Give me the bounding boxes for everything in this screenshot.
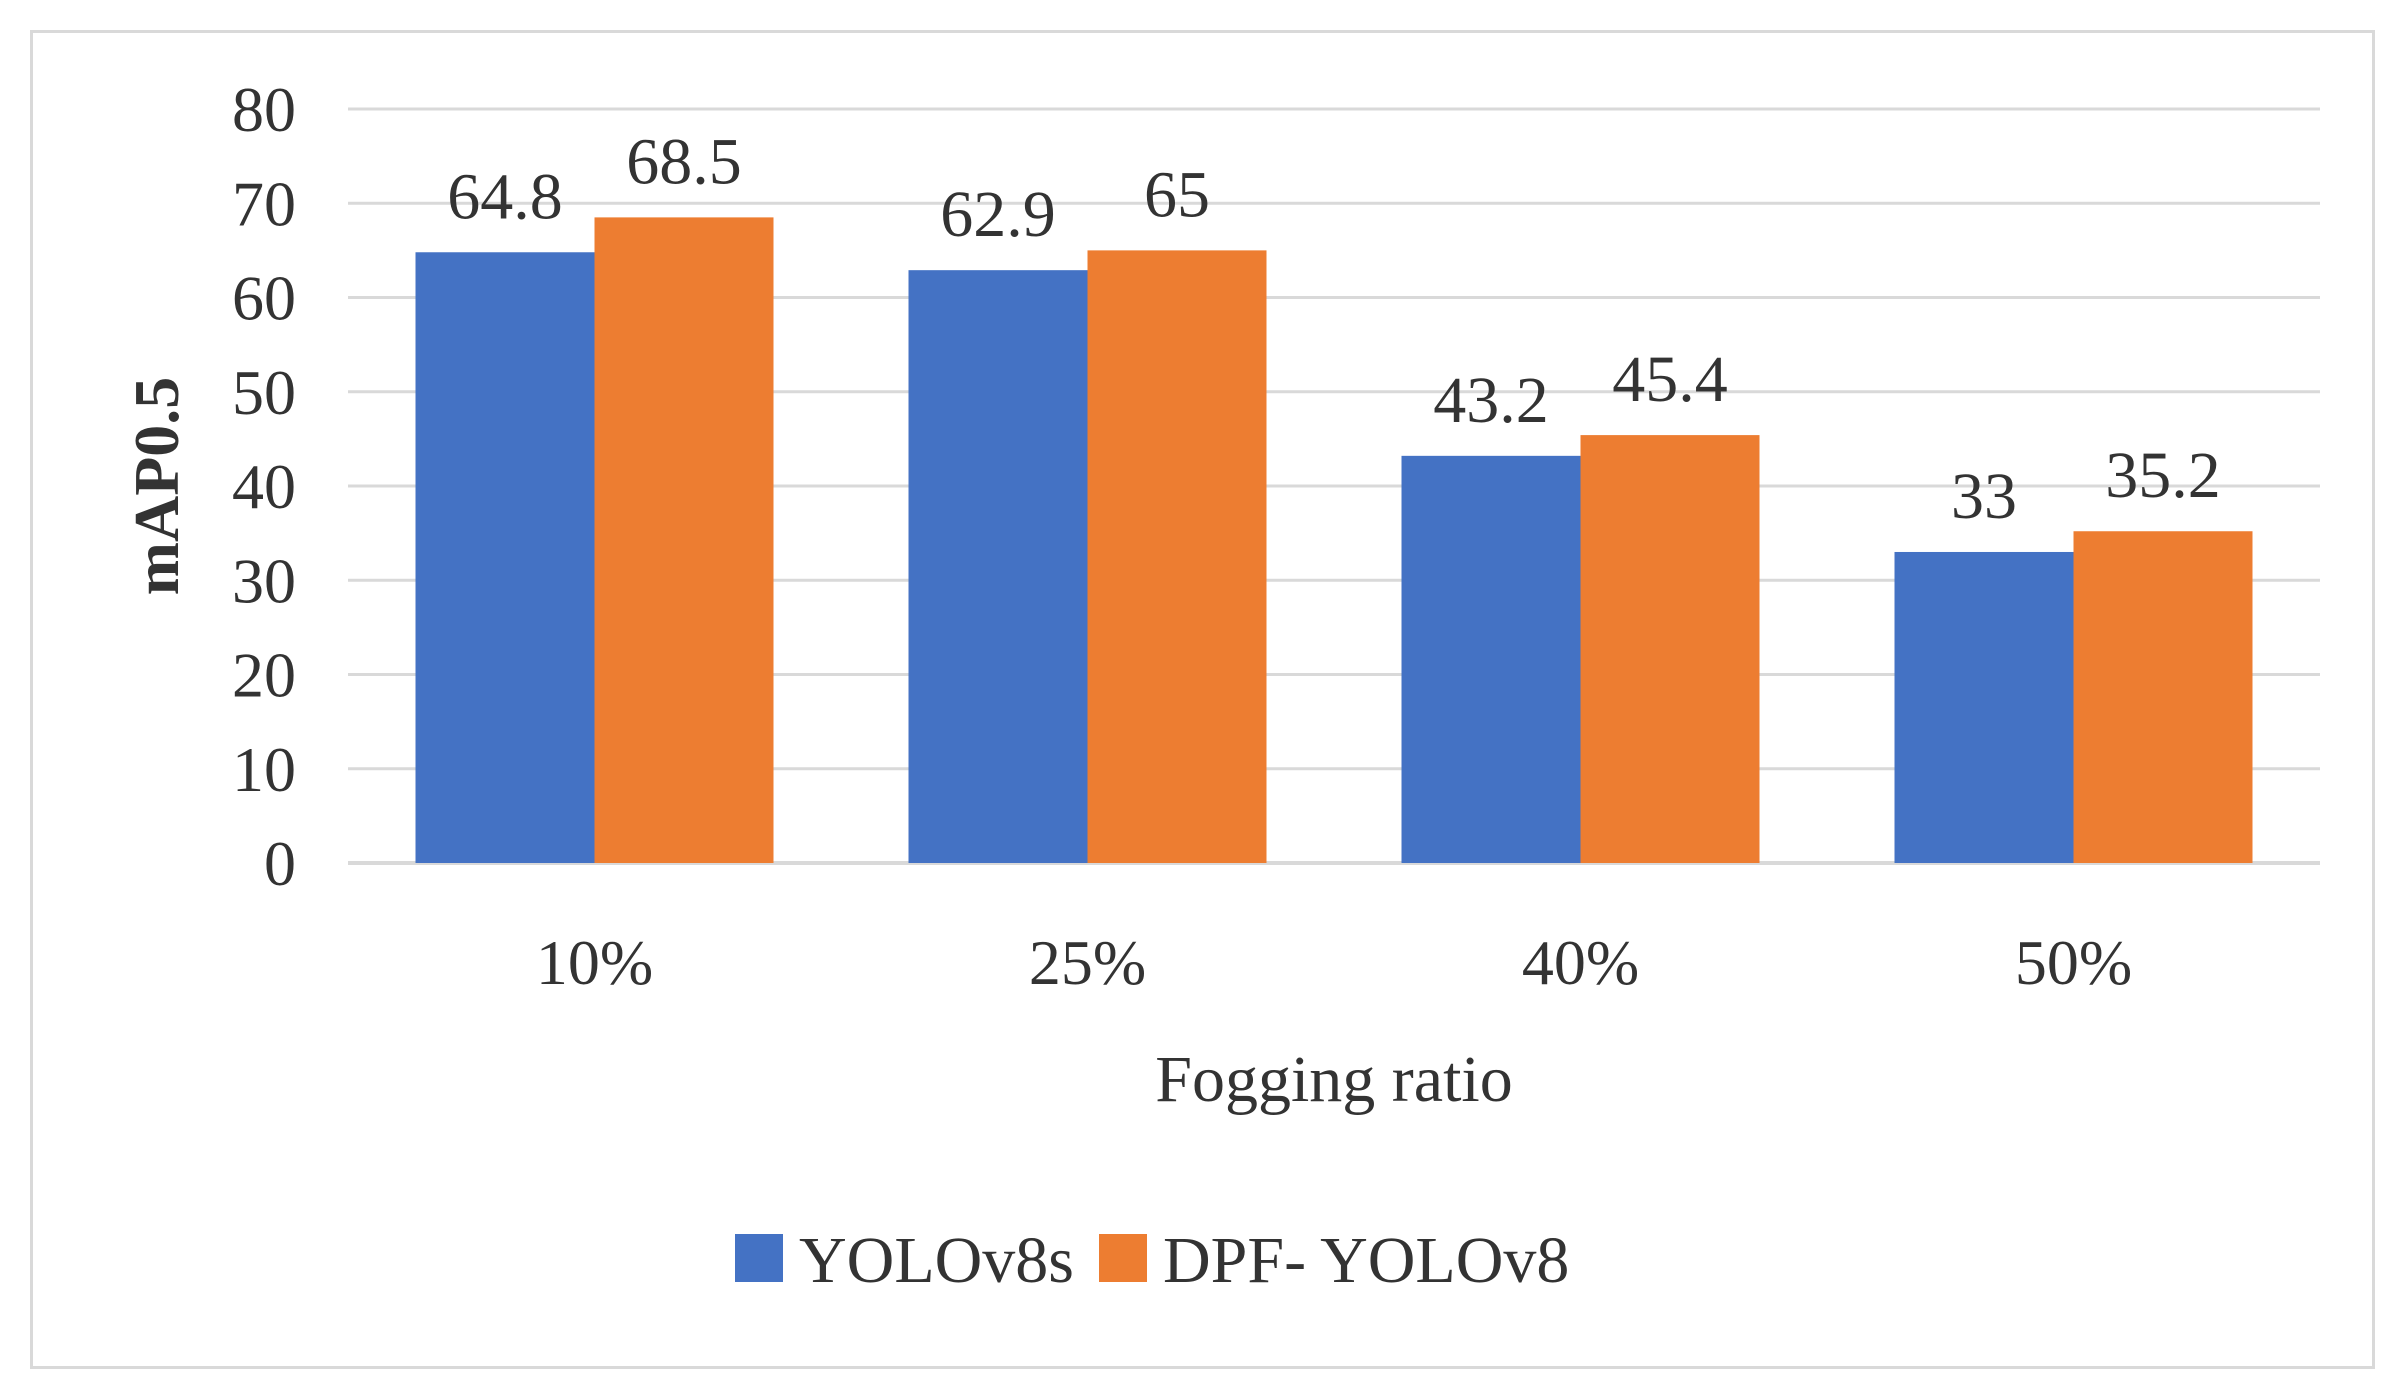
legend: YOLOv8s DPF- YOLOv8 bbox=[735, 1224, 1569, 1297]
data-label: 33 bbox=[1951, 460, 2017, 533]
legend-swatch bbox=[735, 1234, 783, 1282]
y-tick-label: 80 bbox=[232, 74, 296, 145]
y-tick-label: 10 bbox=[232, 734, 296, 805]
bar-dpf-yolov8 bbox=[2073, 531, 2253, 863]
bar-dpf-yolov8 bbox=[1580, 435, 1760, 863]
data-label: 45.4 bbox=[1612, 343, 1728, 416]
bar-dpf-yolov8 bbox=[594, 217, 774, 863]
bar-yolov8s bbox=[415, 252, 595, 863]
x-tick-label: 50% bbox=[2015, 927, 2132, 998]
bar-yolov8s bbox=[908, 270, 1088, 864]
y-axis-label: mAP0.5 bbox=[121, 377, 192, 596]
y-tick-label: 60 bbox=[232, 263, 296, 334]
x-axis-ticks: 10% 25% 40% 50% bbox=[536, 927, 2132, 998]
data-labels: 64.8 68.5 62.9 65 43.2 45.4 33 35.2 bbox=[447, 125, 2221, 533]
y-tick-label: 20 bbox=[232, 640, 296, 711]
bar-dpf-yolov8 bbox=[1087, 250, 1267, 863]
legend-label: DPF- YOLOv8 bbox=[1163, 1224, 1569, 1297]
y-axis-ticks: 0 10 20 30 40 50 60 70 80 bbox=[232, 74, 296, 899]
data-label: 68.5 bbox=[626, 125, 742, 198]
y-tick-label: 0 bbox=[264, 828, 296, 899]
data-label: 43.2 bbox=[1433, 364, 1549, 437]
x-axis-label: Fogging ratio bbox=[1155, 1043, 1513, 1116]
x-tick-label: 40% bbox=[1522, 927, 1639, 998]
data-label: 62.9 bbox=[940, 178, 1056, 251]
x-tick-label: 10% bbox=[536, 927, 653, 998]
data-label: 64.8 bbox=[447, 160, 563, 233]
bars bbox=[415, 217, 2253, 864]
y-tick-label: 70 bbox=[232, 168, 296, 239]
legend-swatch bbox=[1099, 1234, 1147, 1282]
x-tick-label: 25% bbox=[1029, 927, 1146, 998]
data-label: 65 bbox=[1144, 158, 1210, 231]
bar-yolov8s bbox=[1894, 551, 2074, 863]
legend-label: YOLOv8s bbox=[799, 1224, 1074, 1297]
y-tick-label: 40 bbox=[232, 451, 296, 522]
y-tick-label: 30 bbox=[232, 545, 296, 616]
data-label: 35.2 bbox=[2105, 439, 2221, 512]
y-tick-label: 50 bbox=[232, 357, 296, 428]
bar-yolov8s bbox=[1401, 455, 1581, 863]
